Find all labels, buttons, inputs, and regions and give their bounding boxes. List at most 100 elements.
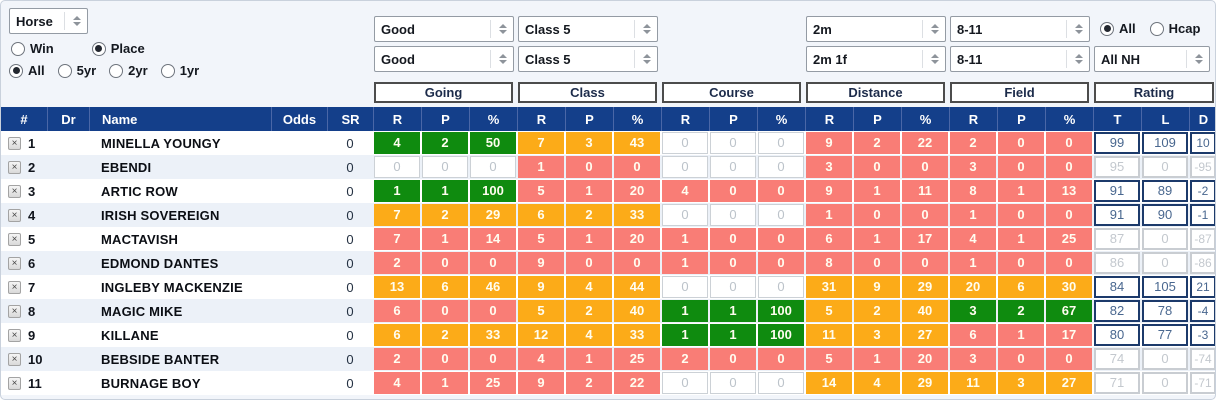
class-r-value: 9 — [518, 372, 564, 394]
radio-label: All — [1119, 21, 1136, 36]
class-p-value: 2 — [566, 204, 612, 226]
radio-label: 1yr — [179, 63, 200, 78]
going-pct-value: 50 — [470, 132, 516, 154]
distance-r-value: 3 — [806, 156, 852, 178]
remove-runner-icon[interactable]: × — [8, 256, 21, 270]
going-p-cell: 0 — [421, 155, 469, 179]
course-pct-cell: 0 — [757, 371, 805, 395]
field-r-value: 1 — [950, 204, 996, 226]
field-select-row1[interactable]: 8-11 — [950, 16, 1090, 42]
draw-cell — [47, 299, 89, 323]
class-r-value: 5 — [518, 180, 564, 202]
subject-select[interactable]: Horse — [9, 8, 88, 34]
going-pct-cell: 14 — [469, 227, 517, 251]
remove-runner-icon[interactable]: × — [8, 352, 21, 366]
going-r-cell: 4 — [373, 131, 421, 155]
radio-all[interactable]: All — [9, 63, 45, 78]
rating-t-cell: 74 — [1093, 347, 1141, 371]
age-radio-group: All 5yr 2yr 1yr — [9, 63, 199, 78]
course-r-value: 0 — [662, 156, 708, 178]
going-r-cell: 7 — [373, 203, 421, 227]
runner-number: 1 — [28, 135, 36, 151]
distance-select-row1[interactable]: 2m — [806, 16, 946, 42]
remove-runner-icon[interactable]: × — [8, 328, 21, 342]
rating-d-value: -1 — [1190, 204, 1215, 226]
race-type-select[interactable]: All NH — [1094, 46, 1210, 72]
radio-dot-icon — [57, 63, 72, 78]
going-p-cell: 1 — [421, 179, 469, 203]
going-select-row2[interactable]: Good — [374, 46, 514, 72]
distance-p-value: 2 — [854, 300, 900, 322]
distance-r-value: 8 — [806, 252, 852, 274]
rating-d-cell: -4 — [1189, 299, 1215, 323]
group-header-distance: Distance — [806, 82, 945, 103]
col-header-r: R — [805, 107, 853, 131]
distance-pct-cell: 29 — [901, 371, 949, 395]
field-p-cell: 1 — [997, 323, 1045, 347]
class-select-row2[interactable]: Class 5 — [518, 46, 658, 72]
going-pct-cell: 0 — [469, 251, 517, 275]
col-header-p: P — [565, 107, 613, 131]
rating-l-cell: 89 — [1141, 179, 1189, 203]
field-r-cell: 20 — [949, 275, 997, 299]
radio-place[interactable]: Place — [91, 41, 145, 56]
course-pct-value: 0 — [758, 228, 804, 250]
radio-label: Win — [30, 41, 54, 56]
col-header-odds: Odds — [271, 107, 327, 131]
rating-d-value: -4 — [1190, 300, 1215, 322]
sr-cell: 0 — [346, 135, 354, 151]
going-pct-cell: 100 — [469, 179, 517, 203]
course-pct-cell: 0 — [757, 275, 805, 299]
rating-l-cell: 0 — [1141, 155, 1189, 179]
going-pct-cell: 46 — [469, 275, 517, 299]
radio-2yr[interactable]: 2yr — [109, 63, 148, 78]
radio-win[interactable]: Win — [11, 41, 54, 56]
spinner-icon — [490, 50, 507, 68]
remove-runner-icon[interactable]: × — [8, 376, 21, 390]
course-p-cell: 0 — [709, 275, 757, 299]
remove-runner-icon[interactable]: × — [8, 184, 21, 198]
going-p-cell: 0 — [421, 299, 469, 323]
table-header-row: # Dr Name Odds SR R P% R P% R P% R P% R P% T L D — [1, 107, 1215, 131]
distance-pct-cell: 40 — [901, 299, 949, 323]
radio-all[interactable]: All — [1100, 21, 1136, 36]
group-header-going: Going — [374, 82, 513, 103]
remove-runner-icon[interactable]: × — [8, 136, 21, 150]
going-select-row1[interactable]: Good — [374, 16, 514, 42]
draw-cell — [47, 131, 89, 155]
col-header-d: D — [1189, 107, 1215, 131]
class-pct-value: 0 — [614, 156, 660, 178]
distance-r-cell: 11 — [805, 323, 853, 347]
remove-runner-icon[interactable]: × — [8, 304, 21, 318]
going-pct-value: 0 — [470, 156, 516, 178]
going-r-value: 6 — [374, 324, 420, 346]
remove-runner-icon[interactable]: × — [8, 232, 21, 246]
going-p-cell: 0 — [421, 251, 469, 275]
class-select-row1[interactable]: Class 5 — [518, 16, 658, 42]
distance-select-row2[interactable]: 2m 1f — [806, 46, 946, 72]
field-r-cell: 1 — [949, 251, 997, 275]
radio-dot-icon — [1100, 21, 1114, 36]
class-pct-value: 0 — [614, 252, 660, 274]
remove-runner-icon[interactable]: × — [8, 208, 21, 222]
distance-pct-value: 22 — [902, 132, 948, 154]
distance-pct-value: 29 — [902, 276, 948, 298]
distance-r-cell: 9 — [805, 131, 853, 155]
course-p-cell: 0 — [709, 371, 757, 395]
distance-p-value: 2 — [854, 132, 900, 154]
radio-1yr[interactable]: 1yr — [160, 63, 200, 78]
rating-t-value: 80 — [1094, 324, 1140, 346]
row-num-cell: × 10 — [1, 347, 47, 371]
remove-runner-icon[interactable]: × — [8, 160, 21, 174]
class-p-cell: 2 — [565, 371, 613, 395]
distance-p-value: 0 — [854, 252, 900, 274]
radio-hcap[interactable]: Hcap — [1149, 21, 1200, 36]
field-select-row2[interactable]: 8-11 — [950, 46, 1090, 72]
race-type-select-value: All NH — [1101, 51, 1140, 67]
remove-runner-icon[interactable]: × — [8, 280, 21, 294]
sr-cell: 0 — [346, 255, 354, 271]
rating-l-value: 90 — [1142, 204, 1188, 226]
field-r-value: 2 — [950, 132, 996, 154]
radio-5yr[interactable]: 5yr — [57, 63, 96, 78]
field-pct-cell: 30 — [1045, 275, 1093, 299]
